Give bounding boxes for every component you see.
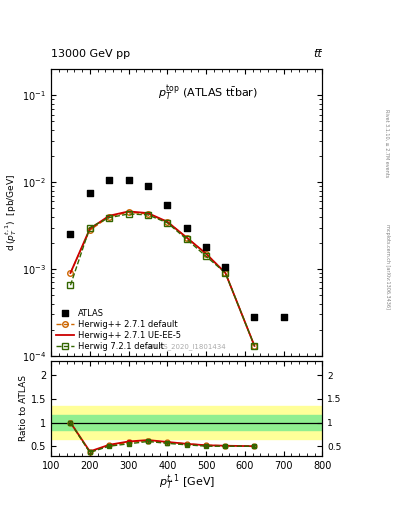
ATLAS [203,243,209,251]
Line: Herwig 7.2.1 default: Herwig 7.2.1 default [68,211,257,349]
Line: Herwig++ 2.7.1 UE-EE-5: Herwig++ 2.7.1 UE-EE-5 [70,211,255,346]
ATLAS [184,223,190,231]
Legend: ATLAS, Herwig++ 2.7.1 default, Herwig++ 2.7.1 UE-EE-5, Herwig 7.2.1 default: ATLAS, Herwig++ 2.7.1 default, Herwig++ … [53,305,184,354]
Herwig++ 2.7.1 default [126,209,131,216]
ATLAS [125,176,132,184]
Herwig++ 2.7.1 default [184,234,189,241]
Herwig 7.2.1 default [126,211,131,217]
Herwig 7.2.1 default [107,215,112,221]
Herwig 7.2.1 default [184,236,189,242]
Herwig++ 2.7.1 default [107,214,112,220]
Herwig 7.2.1 default [145,212,150,218]
Herwig++ 2.7.1 UE-EE-5 [204,250,208,257]
ATLAS [145,182,151,190]
Herwig++ 2.7.1 default [223,270,228,276]
Text: 13000 GeV pp: 13000 GeV pp [51,49,130,59]
Y-axis label: $\mathrm{d}\sigma^{t\bar{t}}$
$\mathrm{d}\,(p_T^{t,1})$  [pb/GeV]: $\mathrm{d}\sigma^{t\bar{t}}$ $\mathrm{d… [0,174,19,251]
Bar [51,406,322,439]
Herwig++ 2.7.1 UE-EE-5 [184,234,189,241]
Herwig++ 2.7.1 UE-EE-5 [68,270,73,276]
Herwig++ 2.7.1 UE-EE-5 [107,212,112,219]
Herwig 7.2.1 default [68,282,73,288]
Text: mcplots.cern.ch [arXiv:1306.3436]: mcplots.cern.ch [arXiv:1306.3436] [385,224,389,309]
ATLAS [106,176,112,184]
Herwig++ 2.7.1 default [88,227,92,233]
ATLAS [164,201,171,209]
Herwig++ 2.7.1 UE-EE-5 [223,270,228,276]
Herwig++ 2.7.1 default [68,270,73,276]
Text: Rivet 3.1.10, ≥ 2.7M events: Rivet 3.1.10, ≥ 2.7M events [385,109,389,178]
Herwig++ 2.7.1 UE-EE-5 [88,226,92,232]
ATLAS [252,313,258,321]
Herwig++ 2.7.1 default [204,250,208,257]
Y-axis label: Ratio to ATLAS: Ratio to ATLAS [19,375,28,441]
Herwig++ 2.7.1 UE-EE-5 [126,208,131,215]
Line: Herwig++ 2.7.1 default: Herwig++ 2.7.1 default [68,209,257,349]
Text: $p_T^{\rm top}$ (ATLAS t$\bar{\rm t}$bar): $p_T^{\rm top}$ (ATLAS t$\bar{\rm t}$bar… [158,83,258,103]
Herwig 7.2.1 default [165,220,170,226]
Herwig++ 2.7.1 UE-EE-5 [252,343,257,349]
X-axis label: $p_T^{t,1}$ [GeV]: $p_T^{t,1}$ [GeV] [158,473,215,494]
Text: ATLAS_2020_I1801434: ATLAS_2020_I1801434 [147,344,226,350]
ATLAS [222,263,229,271]
Herwig 7.2.1 default [252,343,257,349]
Herwig 7.2.1 default [88,224,92,230]
Herwig++ 2.7.1 default [252,343,257,349]
Herwig 7.2.1 default [223,270,228,276]
ATLAS [280,313,286,321]
Herwig++ 2.7.1 default [165,219,170,225]
Herwig 7.2.1 default [204,253,208,260]
Herwig++ 2.7.1 default [145,211,150,217]
Herwig++ 2.7.1 UE-EE-5 [165,219,170,225]
ATLAS [67,230,73,239]
Herwig++ 2.7.1 UE-EE-5 [145,210,150,216]
Text: tt̅: tt̅ [314,49,322,59]
Bar [51,415,322,430]
ATLAS [87,189,93,197]
